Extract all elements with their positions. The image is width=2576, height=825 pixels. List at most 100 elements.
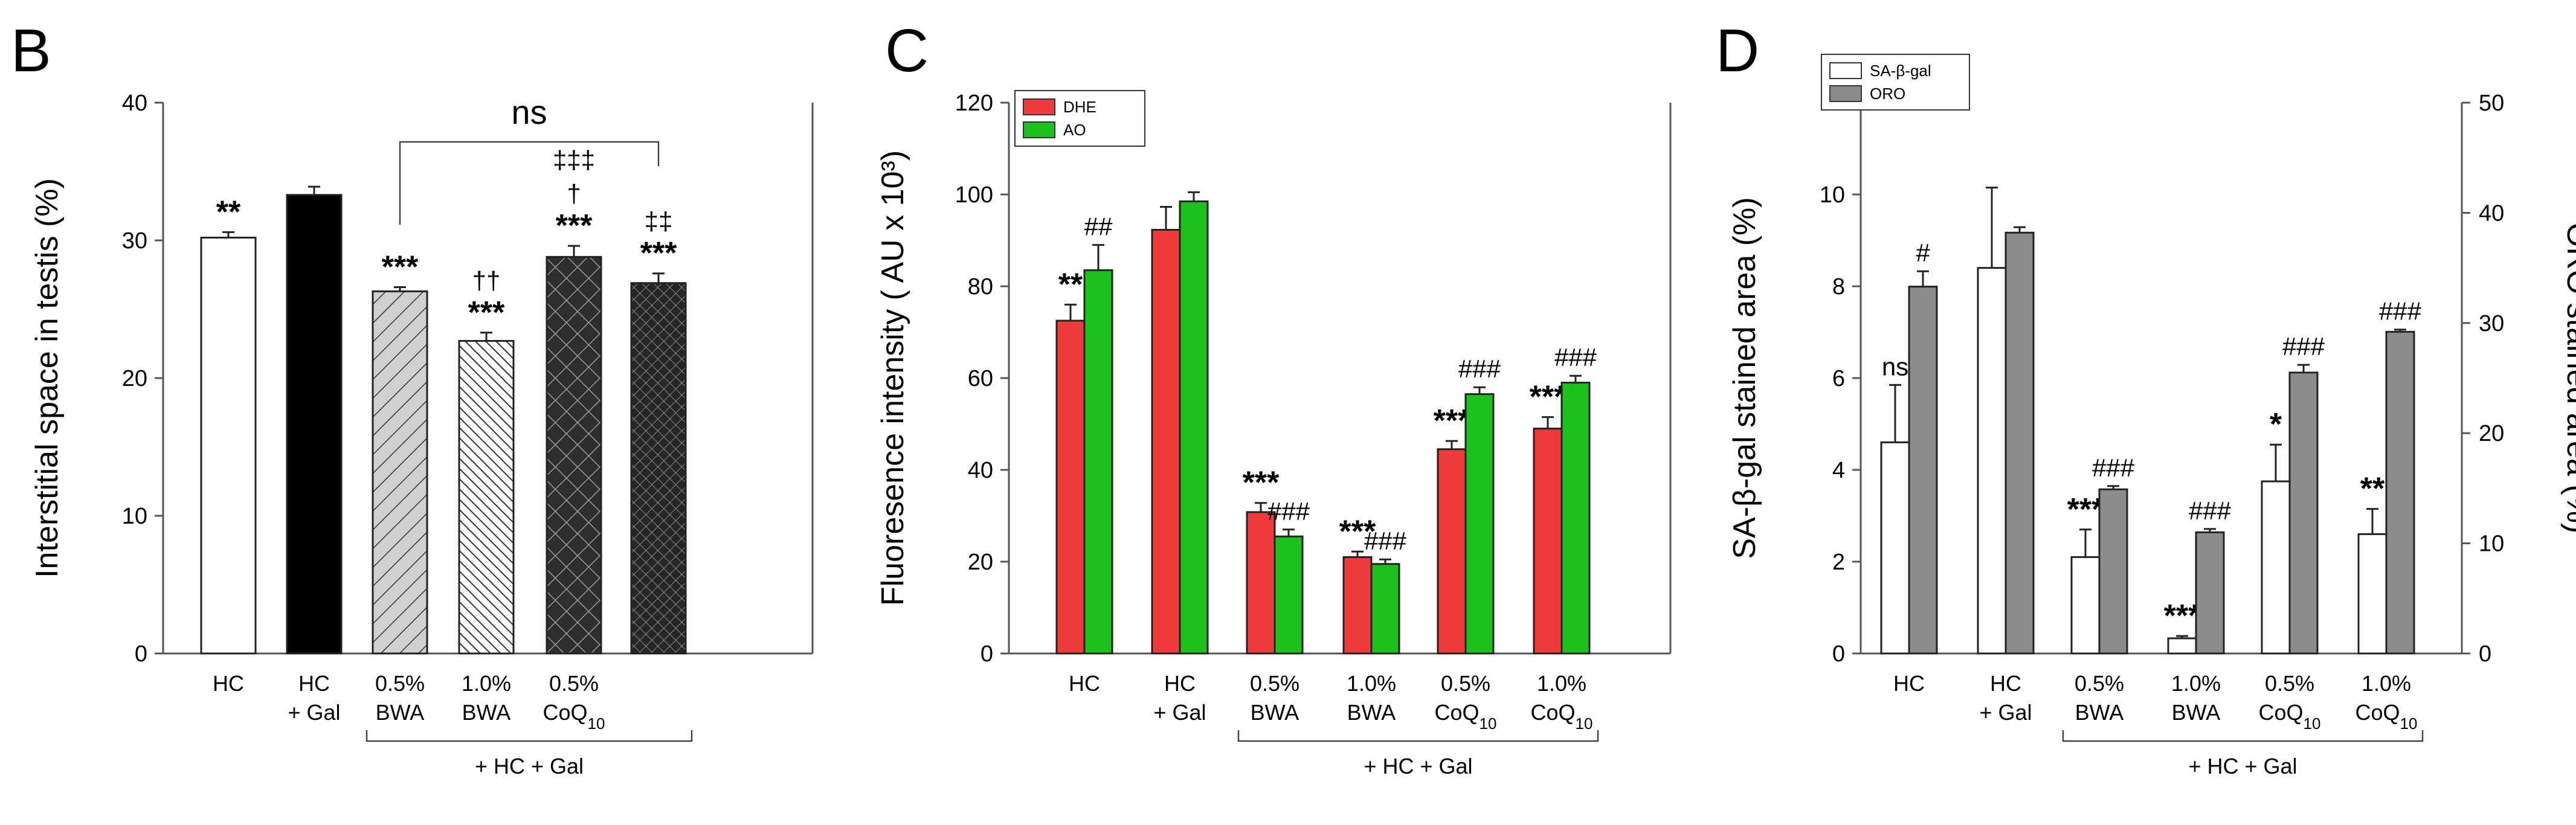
- legend-label: DHE: [1063, 98, 1096, 116]
- y-tick-label: 10: [122, 504, 147, 529]
- significance-label: ***: [1243, 466, 1280, 501]
- y-axis-label: Interstitial space in testis (%): [30, 178, 65, 578]
- x-category-label: 0.5%: [549, 671, 599, 696]
- y-tick-label: 60: [968, 366, 993, 391]
- bar-interstitial-space: [286, 194, 343, 655]
- y-tick-label: 20: [122, 366, 147, 391]
- bar-oro: [1908, 286, 1938, 655]
- x-category-label: 0.5%: [2265, 671, 2314, 696]
- y-tick-label: 2: [1832, 550, 1845, 575]
- significance-label: ###: [2092, 454, 2135, 482]
- legend-label: ORO: [1870, 85, 1905, 103]
- x-category-label: HC: [298, 671, 330, 696]
- significance-label: ***: [640, 236, 677, 271]
- bar-interstitial-space: [372, 290, 428, 655]
- y-tick-label: 30: [122, 228, 147, 254]
- x-category-label: 1.0%: [2362, 671, 2411, 696]
- bar-sa-gal: [1977, 267, 2007, 655]
- significance-label: ###: [2379, 297, 2422, 326]
- x-category-label: HC: [1164, 671, 1196, 696]
- significance-label: ***: [1530, 380, 1567, 415]
- x-category-label: + Gal: [1979, 700, 2032, 725]
- x-category-label: CoQ10: [1531, 700, 1593, 733]
- x-category-label: 1.0%: [1537, 671, 1586, 696]
- y-tick-label: 4: [1832, 458, 1845, 483]
- bar-sa-gal: [2167, 637, 2197, 655]
- y-tick-label: 6: [1832, 366, 1845, 391]
- y2-tick-label: 40: [2479, 201, 2504, 226]
- x-category-label: BWA: [2075, 700, 2124, 725]
- y2-tick-label: 30: [2479, 311, 2504, 336]
- legend-swatch: [1023, 121, 1055, 138]
- bar-ao: [1560, 382, 1591, 655]
- panel-d-chart: 02468101201020304050SA-β-gal stained are…: [1727, 54, 2576, 778]
- group-bracket: [1237, 730, 1599, 742]
- bar-interstitial-space: [458, 339, 515, 655]
- y2-tick-label: 20: [2479, 421, 2504, 446]
- group-bracket: [365, 730, 693, 742]
- x-category-label: CoQ10: [1435, 700, 1497, 733]
- bar-interstitial-space: [200, 236, 257, 655]
- bar-dhe: [1246, 511, 1276, 655]
- y-tick-label: 0: [1832, 641, 1845, 667]
- y2-tick-label: 10: [2479, 531, 2504, 557]
- legend-swatch: [1829, 62, 1862, 79]
- bar-oro: [2288, 371, 2319, 655]
- x-category-label: 1.0%: [1347, 671, 1396, 696]
- x-category-label: 1.0%: [462, 671, 511, 696]
- bar-ao: [1083, 269, 1113, 655]
- significance-label: ###: [1554, 343, 1597, 371]
- significance-label: ###: [1267, 497, 1310, 525]
- significance-label: ***: [468, 295, 505, 330]
- group-bracket: [2062, 730, 2424, 742]
- bar-sa-gal: [2261, 480, 2291, 655]
- significance-label: **: [1058, 267, 1083, 302]
- bar-oro: [2195, 531, 2225, 655]
- y-tick-label: 20: [968, 550, 993, 575]
- bar-ao: [1179, 200, 1209, 655]
- x-category-label: CoQ10: [2259, 700, 2321, 733]
- bar-dhe: [1533, 428, 1563, 655]
- bar-dhe: [1437, 448, 1467, 655]
- x-category-label: HC: [1990, 671, 2021, 696]
- significance-label: #: [1916, 239, 1930, 267]
- x-category-label: 0.5%: [375, 671, 425, 696]
- comparison-bracket: [399, 141, 660, 225]
- significance-label: ***: [1434, 403, 1470, 438]
- y-tick-label: 10: [1820, 182, 1845, 208]
- x-category-label: BWA: [1251, 700, 1299, 725]
- significance-label: **: [216, 194, 241, 230]
- significance-label: *: [2270, 407, 2282, 442]
- x-category-label: BWA: [1347, 700, 1396, 725]
- legend-swatch: [1829, 85, 1862, 102]
- bar-oro: [2098, 488, 2128, 655]
- bar-dhe: [1055, 319, 1086, 655]
- significance-label: ###: [2282, 332, 2325, 361]
- x-category-label: + Gal: [1153, 700, 1206, 725]
- y-tick-label: 8: [1832, 274, 1845, 300]
- group-label: + HC + Gal: [475, 754, 584, 778]
- y-tick-label: 40: [968, 458, 993, 483]
- y-tick-label: 0: [980, 641, 993, 667]
- bar-sa-gal: [2357, 533, 2388, 655]
- bar-dhe: [1342, 556, 1373, 655]
- significance-label: ***: [1339, 514, 1376, 549]
- significance-label: ***: [382, 250, 419, 285]
- significance-label: ###: [2189, 496, 2232, 525]
- x-category-label: 0.5%: [2075, 671, 2124, 696]
- y-axis-label: SA-β-gal stained area (%): [1727, 197, 1762, 559]
- significance-label: ***: [2067, 492, 2104, 527]
- x-category-label: 0.5%: [1250, 671, 1299, 696]
- significance-label: ‡‡: [645, 207, 673, 236]
- x-category-label: BWA: [2172, 700, 2221, 725]
- bar-sa-gal: [2070, 556, 2101, 655]
- x-category-label: HC: [1069, 671, 1100, 696]
- significance-label: ***: [556, 208, 593, 243]
- legend-label: SA-β-gal: [1870, 62, 1931, 80]
- significance-label: ###: [1364, 527, 1407, 555]
- bar-ao: [1370, 563, 1400, 655]
- y-tick-label: 80: [968, 274, 993, 300]
- significance-label: **: [2360, 472, 2385, 507]
- x-category-label: + Gal: [288, 700, 340, 725]
